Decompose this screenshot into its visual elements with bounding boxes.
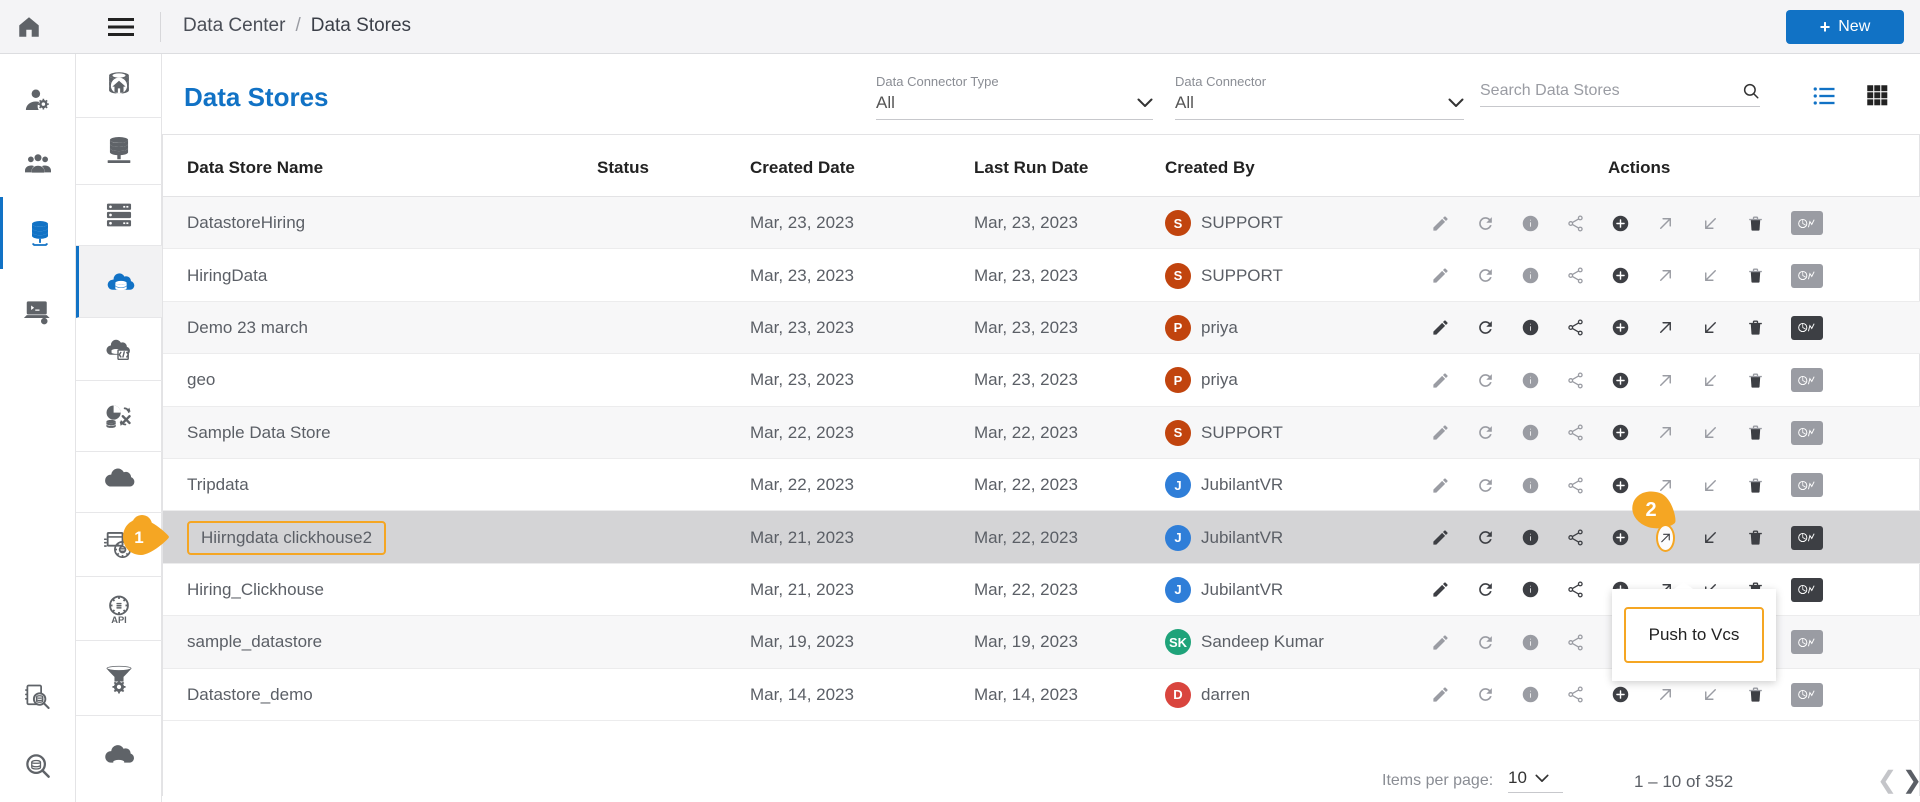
svg-text:1: 1	[134, 528, 143, 547]
svg-text:2: 2	[1645, 499, 1656, 521]
svg-text:API: API	[111, 615, 127, 625]
